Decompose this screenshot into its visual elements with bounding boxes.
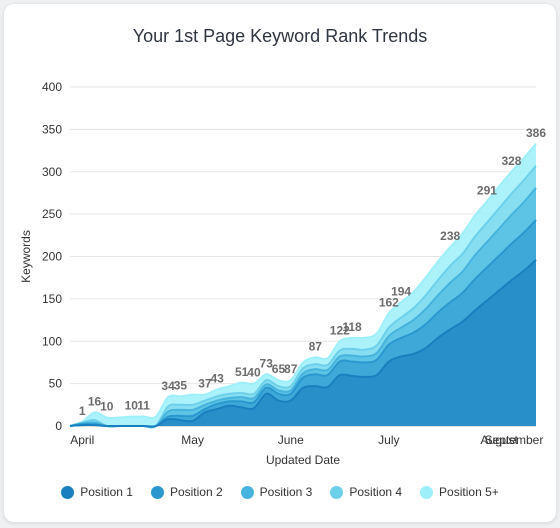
legend-item[interactable]: Position 1 bbox=[61, 485, 133, 499]
data-label: 238 bbox=[440, 229, 460, 243]
y-tick-label: 300 bbox=[42, 165, 62, 179]
legend-swatch bbox=[330, 485, 344, 499]
data-label: 10 bbox=[100, 400, 114, 414]
x-axis-title: Updated Date bbox=[266, 453, 340, 467]
series-line-position-1 bbox=[69, 259, 537, 428]
legend-item[interactable]: Position 3 bbox=[240, 485, 313, 499]
y-axis-title: Keywords bbox=[19, 230, 33, 283]
legend-item[interactable]: Position 5+ bbox=[420, 485, 499, 499]
legend-item[interactable]: Position 2 bbox=[150, 485, 223, 499]
legend-label: Position 5+ bbox=[439, 485, 499, 499]
data-label: 328 bbox=[501, 154, 521, 168]
y-tick-label: 200 bbox=[42, 250, 62, 264]
legend-swatch bbox=[420, 485, 434, 499]
x-tick-label: April bbox=[70, 433, 94, 447]
data-label: 65 bbox=[272, 362, 286, 376]
data-label: 87 bbox=[284, 362, 298, 376]
legend-label: Position 4 bbox=[349, 485, 403, 499]
data-label: 162 bbox=[379, 295, 399, 309]
legend-swatch bbox=[61, 485, 75, 499]
data-label: 16 bbox=[88, 394, 102, 408]
series-line-position-5- bbox=[69, 143, 537, 427]
x-tick-label: August bbox=[481, 433, 519, 447]
legend-swatch bbox=[150, 485, 164, 499]
data-label: 37 bbox=[198, 377, 212, 391]
data-label: 34 bbox=[161, 379, 175, 393]
legend-swatch bbox=[240, 485, 254, 499]
x-tick-label: July bbox=[378, 433, 399, 447]
data-label: 122 bbox=[330, 323, 350, 337]
y-tick-label: 50 bbox=[49, 377, 63, 391]
chart-legend: Position 1 Position 2 Position 3 Position 4… bbox=[4, 485, 556, 499]
y-tick-label: 0 bbox=[55, 419, 62, 433]
data-label: 291 bbox=[477, 183, 497, 197]
legend-label: Position 2 bbox=[169, 485, 223, 499]
y-tick-label: 350 bbox=[42, 122, 62, 136]
series-area-position-1[interactable] bbox=[70, 259, 536, 427]
data-label: 1 bbox=[79, 404, 86, 418]
y-tick-label: 400 bbox=[42, 80, 62, 94]
data-label: 386 bbox=[526, 126, 546, 140]
data-label: 43 bbox=[210, 372, 224, 386]
data-label: 51 bbox=[235, 365, 249, 379]
y-tick-label: 100 bbox=[42, 334, 62, 348]
data-label: 10 bbox=[125, 399, 139, 413]
data-label: 40 bbox=[247, 366, 261, 380]
x-tick-label: June bbox=[278, 433, 304, 447]
chart-title: Your 1st Page Keyword Rank Trends bbox=[132, 26, 428, 46]
chart-card: Your 1st Page Keyword Rank Trends 0 50 100… bbox=[4, 4, 556, 522]
x-tick-label: September bbox=[485, 433, 544, 447]
legend-item[interactable]: Position 4 bbox=[330, 485, 402, 499]
area-chart: 0 50 100 150 200 250 300 350 400 April May June July… bbox=[19, 80, 546, 467]
data-label: 35 bbox=[174, 378, 188, 392]
y-tick-label: 150 bbox=[42, 292, 62, 306]
x-tick-label: May bbox=[181, 433, 204, 447]
legend-label: Position 1 bbox=[80, 485, 133, 499]
data-label: 194 bbox=[391, 284, 411, 298]
data-label: 118 bbox=[342, 320, 362, 334]
data-label: 11 bbox=[137, 399, 150, 413]
y-tick-label: 250 bbox=[42, 207, 62, 221]
legend-label: Position 3 bbox=[259, 485, 313, 499]
data-label: 73 bbox=[260, 356, 274, 370]
data-label: 87 bbox=[309, 339, 323, 353]
